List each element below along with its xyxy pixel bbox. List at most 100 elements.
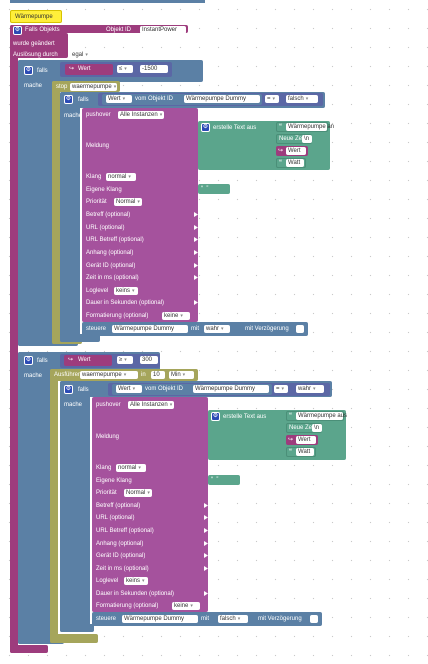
create-text-1-text-value[interactable]: Wärmepumpe an xyxy=(286,123,335,131)
create-text-1-item-watt[interactable]: “ Watt xyxy=(276,158,306,168)
create-text-1-item-wert[interactable]: ↪ Wert xyxy=(276,146,308,156)
pushover-1-format-dropdown[interactable]: keine ▾ xyxy=(162,312,190,320)
set-state-2-label: steuere xyxy=(96,616,117,622)
compare-block-2-wert[interactable] xyxy=(64,355,112,366)
create-text-1-gear-icon[interactable]: ⚙ xyxy=(201,123,210,132)
pushover-2-geraet: Gerät ID (optional) xyxy=(96,553,146,559)
set-state-1-value[interactable]: wahr ▾ xyxy=(204,325,230,333)
create-text-2-wert[interactable]: Wert xyxy=(296,436,316,444)
compare-block-1-value[interactable]: -1500 xyxy=(140,65,168,73)
timeout-label: Ausführen xyxy=(54,372,82,378)
trigger-source-dropdown[interactable]: egal ▾ xyxy=(70,51,94,59)
pushover-2-own-klang-text[interactable]: “ ” xyxy=(208,475,240,485)
compare-block-2-value[interactable]: 300 xyxy=(140,356,158,364)
pushover-1-prio-dropdown[interactable]: Normal ▾ xyxy=(114,198,142,206)
pushover-1-dauer: Dauer in Sekunden (optional) xyxy=(86,300,165,306)
pushover-1-prio: Priorität xyxy=(86,199,107,205)
compare-block-1-op[interactable]: ≤ ▾ xyxy=(117,65,133,73)
if-block-1-foot xyxy=(18,338,78,346)
if-block-2-foot xyxy=(18,636,64,644)
pushover-1-zeit: Zeit in ms (optional) xyxy=(86,275,139,281)
pushover-1-loglevel-dropdown[interactable]: keins ▾ xyxy=(114,287,138,295)
inner-if-block-2-mache: mache xyxy=(64,402,83,408)
inner-compare-1-op[interactable]: = ▾ xyxy=(265,95,279,103)
create-text-2-wert-icon: ↪ xyxy=(288,437,294,443)
create-text-2-text-value[interactable]: Wärmepumpe aus xyxy=(296,412,348,420)
trigger-title: Falls Objekts xyxy=(25,27,60,33)
input-pin-icon xyxy=(194,237,198,242)
pushover-2-betreff: Betreff (optional) xyxy=(96,503,141,509)
inner-get-state-1[interactable] xyxy=(102,94,262,105)
set-state-1-object[interactable]: Wärmepumpe Dummy xyxy=(112,325,188,333)
create-text-2-item-watt[interactable]: “ Watt xyxy=(286,447,316,457)
compare-block-2-op[interactable]: ≥ ▾ xyxy=(117,356,133,364)
timeout-block-foot xyxy=(50,634,98,643)
set-state-1-delay-checkbox[interactable] xyxy=(296,325,304,333)
input-pin-icon xyxy=(204,553,208,558)
pushover-2-klang: Klang xyxy=(96,465,112,471)
input-pin-icon xyxy=(204,591,208,596)
pushover-1-klang-dropdown[interactable]: normal ▾ xyxy=(106,173,136,181)
set-state-2-delay-checkbox[interactable] xyxy=(310,615,318,623)
if-block-1-mache: mache xyxy=(24,83,43,89)
inner-compare-2-value[interactable]: wahr ▾ xyxy=(296,385,324,393)
set-state-2-object[interactable]: Wärmepumpe Dummy xyxy=(122,615,198,623)
create-text-1-watt[interactable]: Watt xyxy=(286,159,304,167)
pushover-2-loglevel-dropdown[interactable]: keins ▾ xyxy=(124,577,148,585)
create-text-1-item-newline[interactable]: Neue Zeile \n xyxy=(276,134,312,144)
trigger-gear-icon[interactable]: ⚙ xyxy=(13,26,22,35)
inner-get-state-2[interactable] xyxy=(112,384,272,395)
pushover-block-1[interactable] xyxy=(82,108,198,322)
comment-label: Wärmepumpe xyxy=(15,14,53,20)
create-text-2-item-text[interactable]: “ Wärmepumpe aus xyxy=(286,411,348,421)
pushover-1-own-klang-text[interactable]: “ ” xyxy=(198,184,230,194)
comment-block[interactable]: Wärmepumpe xyxy=(10,10,62,23)
inner-get-state-2-object[interactable]: Wärmepumpe Dummy xyxy=(193,385,269,393)
timeout-target[interactable]: waermepumpe ▾ xyxy=(80,371,138,379)
input-pin-icon xyxy=(194,263,198,268)
inner-compare-2-op[interactable]: = ▾ xyxy=(274,385,288,393)
if-block-2-falls: falls xyxy=(37,358,48,364)
create-text-1-item-text[interactable]: “ Wärmepumpe an xyxy=(276,122,335,132)
quote-open-icon: “ xyxy=(279,160,282,166)
inner-get-state-2-from: vom Objekt ID xyxy=(145,386,184,392)
pushover-block-2[interactable] xyxy=(92,397,208,612)
create-text-2-label: erstelle Text aus xyxy=(223,414,267,420)
compare-block-1-wert[interactable] xyxy=(65,64,113,75)
create-text-2-item-newline[interactable]: Neue Zeile \n xyxy=(286,423,322,433)
pushover-2-url: URL (optional) xyxy=(96,515,135,521)
stop-target-dropdown[interactable]: waermepumpe ▾ xyxy=(70,83,117,91)
input-pin-icon xyxy=(204,566,208,571)
if-block-2-gear-icon[interactable]: ⚙ xyxy=(24,356,33,365)
pushover-2-klang-dropdown[interactable]: normal ▾ xyxy=(116,464,146,472)
pushover-1-instances[interactable]: Alle Instanzen ▾ xyxy=(118,111,164,119)
if-block-1-gear-icon[interactable]: ⚙ xyxy=(24,66,33,75)
pushover-2-format-dropdown[interactable]: keine ▾ xyxy=(172,602,200,610)
create-text-1-newline-value[interactable]: \n xyxy=(302,135,312,143)
pushover-1-betreff: Betreff (optional) xyxy=(86,212,131,218)
create-text-2-newline-value[interactable]: \n xyxy=(312,424,322,432)
trigger-block[interactable] xyxy=(10,25,188,33)
timeout-unit[interactable]: Min ▾ xyxy=(169,371,194,379)
pushover-2-instances[interactable]: Alle Instanzen ▾ xyxy=(128,401,174,409)
inner-if-block-2-gear-icon[interactable]: ⚙ xyxy=(64,385,73,394)
create-text-2-item-wert[interactable]: ↪ Wert xyxy=(286,435,318,445)
inner-if-block-1-body xyxy=(60,92,80,342)
inner-if-block-2-body xyxy=(60,381,90,632)
compare-block-2-wert-icon: ↪ xyxy=(68,357,74,363)
timeout-in-value[interactable]: 10 xyxy=(151,371,165,379)
create-text-1-wert[interactable]: Wert xyxy=(286,147,306,155)
pushover-2-prio-dropdown[interactable]: Normal ▾ xyxy=(124,489,152,497)
pushover-1-meldung: Meldung xyxy=(86,143,110,149)
inner-get-state-1-wert[interactable]: Wert ▾ xyxy=(106,95,132,103)
pushover-1-klang: Klang xyxy=(86,174,102,180)
trigger-object-label: Objekt ID xyxy=(106,27,132,33)
set-state-2-value[interactable]: falsch ▾ xyxy=(218,615,248,623)
inner-get-state-1-object[interactable]: Wärmepumpe Dummy xyxy=(184,95,260,103)
inner-get-state-2-wert[interactable]: Wert ▾ xyxy=(116,385,142,393)
trigger-object-id[interactable]: InstantPower xyxy=(140,26,186,34)
create-text-2-gear-icon[interactable]: ⚙ xyxy=(211,412,220,421)
create-text-2-watt[interactable]: Watt xyxy=(296,448,314,456)
inner-compare-1-value[interactable]: falsch ▾ xyxy=(286,95,318,103)
inner-if-block-1-gear-icon[interactable]: ⚙ xyxy=(64,95,73,104)
